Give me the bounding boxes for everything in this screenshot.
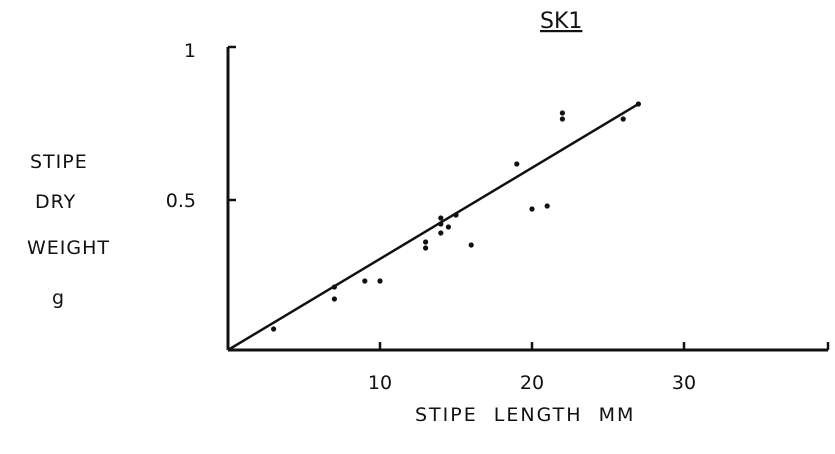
data-point <box>620 116 626 122</box>
y-ticks: 0.51 <box>166 40 236 212</box>
data-point <box>331 284 337 290</box>
y-axis-label-line: DRY <box>35 191 76 213</box>
data-point <box>529 206 535 212</box>
data-point <box>331 296 337 302</box>
data-point <box>559 116 566 122</box>
data-point <box>453 212 459 218</box>
y-axis-label-line: g <box>52 287 65 309</box>
data-point <box>635 101 642 107</box>
x-tick-label: 20 <box>520 372 544 394</box>
regression-line <box>227 102 640 352</box>
data-point <box>445 224 451 230</box>
data-point <box>271 326 277 332</box>
x-ticks: 10 20 30 <box>368 342 830 394</box>
x-axis-label: STIPE LENGTH MM <box>415 404 635 426</box>
data-point <box>438 215 444 221</box>
y-axis-label-line: WEIGHT <box>27 237 110 259</box>
data-point <box>514 161 520 167</box>
data-point <box>438 221 444 227</box>
chart-title: SK1 <box>540 9 582 34</box>
y-tick-label: 1 <box>184 40 196 62</box>
x-tick-label: 10 <box>368 372 392 394</box>
y-axis-label: STIPE DRY WEIGHT g <box>27 151 110 309</box>
data-points <box>271 101 642 332</box>
data-point <box>423 239 429 245</box>
data-point <box>362 278 368 284</box>
data-point <box>377 278 383 284</box>
data-point <box>468 242 474 248</box>
data-point <box>559 110 566 116</box>
x-tick-label: 30 <box>672 372 696 394</box>
data-point <box>423 245 429 251</box>
y-tick-label: 0.5 <box>166 190 196 212</box>
y-axis-label-line: STIPE <box>30 151 88 173</box>
data-point <box>544 203 550 209</box>
data-point <box>438 230 444 236</box>
